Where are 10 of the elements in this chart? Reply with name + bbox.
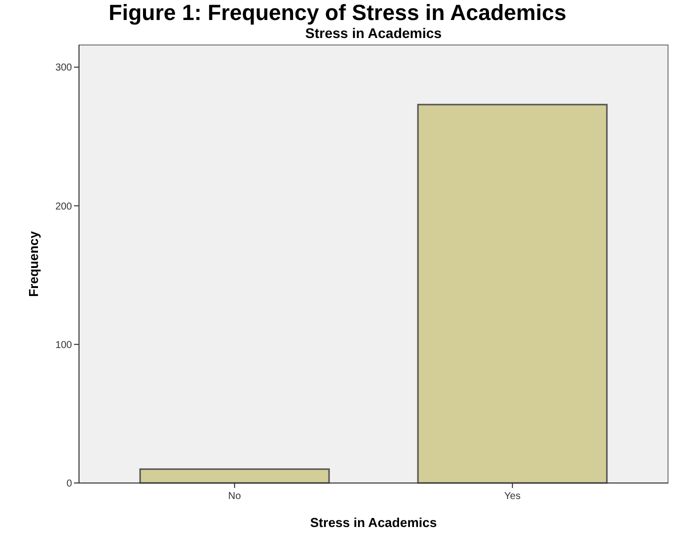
y-tick-label: 300 — [55, 62, 72, 74]
y-tick-label: 100 — [55, 340, 72, 351]
x-tick-label: No — [228, 491, 242, 502]
chart-title: Figure 1: Frequency of Stress in Academics — [108, 0, 566, 25]
y-tick-label: 200 — [55, 201, 72, 212]
chart-subtitle: Stress in Academics — [305, 25, 442, 41]
y-tick-label: 0 — [66, 478, 72, 490]
x-tick-label: Yes — [504, 491, 521, 502]
y-axis-title: Frequency — [26, 230, 41, 297]
x-axis-title: Stress in Academics — [310, 515, 437, 530]
